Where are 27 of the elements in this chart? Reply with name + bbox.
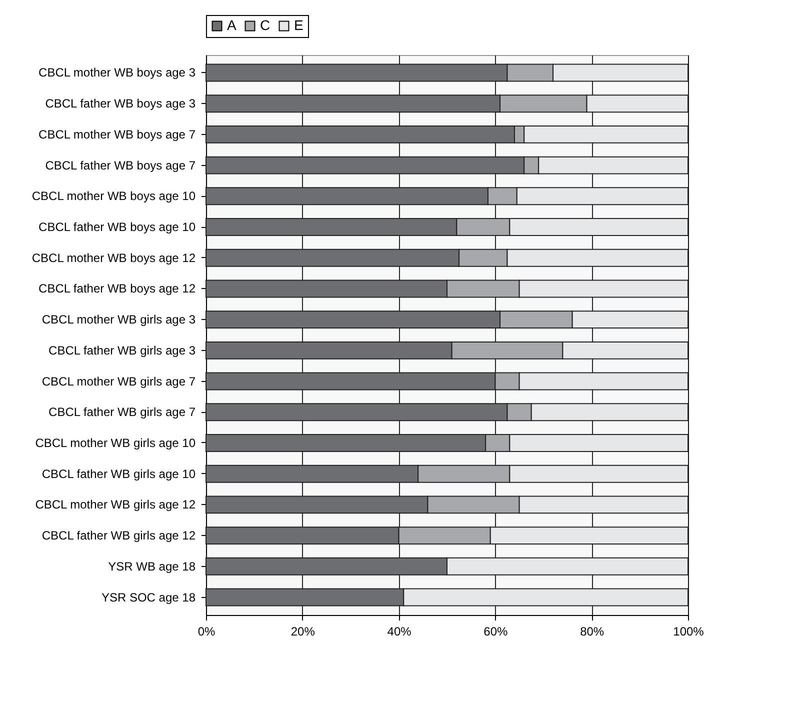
y-tick-label: YSR SOC age 18 <box>101 590 196 604</box>
y-tick-label: CBCL father WB girls age 7 <box>48 405 196 420</box>
legend-label: E <box>294 17 304 33</box>
x-tick-label: 60% <box>484 624 508 638</box>
y-tick-label: CBCL mother WB girls age 7 <box>42 374 196 388</box>
y-tick-label: CBCL father WB boys age 3 <box>45 96 196 111</box>
y-tick-label: CBCL father WB girls age 10 <box>42 466 196 481</box>
x-tick-label: 40% <box>387 624 412 638</box>
legend-label: C <box>260 17 270 33</box>
y-tick-label: CBCL mother WB girls age 12 <box>35 498 196 512</box>
y-tick-label: CBCL father WB boys age 12 <box>38 282 196 296</box>
y-tick-label: CBCL mother WB boys age 7 <box>38 127 196 142</box>
y-tick-label: CBCL father WB girls age 3 <box>48 343 196 358</box>
y-tick-label: CBCL mother WB boys age 3 <box>38 66 196 80</box>
y-tick-label: CBCL father WB boys age 7 <box>45 158 196 172</box>
x-tick-label: 0% <box>198 624 216 638</box>
y-tick-label: CBCL father WB girls age 12 <box>42 528 196 543</box>
y-tick-label: CBCL mother WB girls age 10 <box>35 436 196 450</box>
y-tick-label: CBCL mother WB boys age 10 <box>32 189 196 204</box>
y-tick-label: CBCL mother WB boys age 12 <box>32 250 196 265</box>
x-tick-label: 80% <box>580 624 604 638</box>
y-tick-label: CBCL father WB boys age 10 <box>38 220 196 234</box>
y-tick-label: YSR WB age 18 <box>108 559 196 574</box>
x-tick-label: 100% <box>673 624 704 638</box>
x-tick-label: 20% <box>290 624 316 638</box>
y-tick-label: CBCL mother WB girls age 3 <box>42 312 196 327</box>
legend-label: A <box>227 17 237 33</box>
